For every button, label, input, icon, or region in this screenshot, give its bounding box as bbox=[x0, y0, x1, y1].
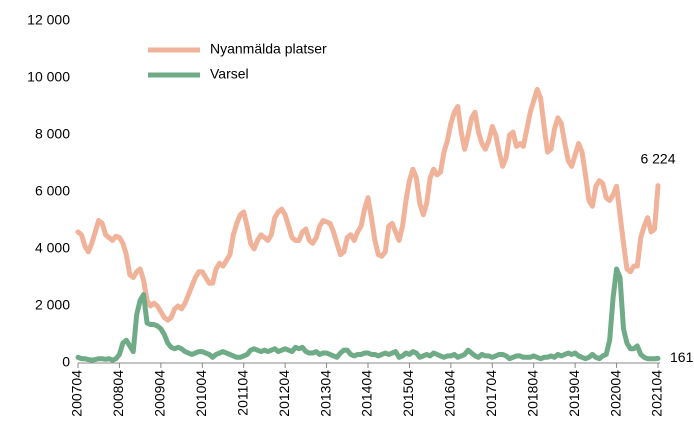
x-tick-label: 201804 bbox=[524, 370, 540, 417]
x-tick-label: 201604 bbox=[442, 370, 458, 417]
x-tick-label: 201704 bbox=[483, 370, 499, 417]
y-tick-label: 12 000 bbox=[27, 12, 70, 28]
line-series bbox=[75, 86, 661, 323]
y-tick-label: 2 000 bbox=[35, 297, 70, 313]
y-tick-label: 6 000 bbox=[35, 183, 70, 199]
x-tick-label: 201004 bbox=[193, 370, 209, 417]
x-tick-label: 200804 bbox=[110, 370, 126, 417]
x-tick-label: 201204 bbox=[276, 370, 292, 417]
y-tick-label: 0 bbox=[62, 354, 70, 370]
legend-label: Nyanmälda platser bbox=[210, 41, 327, 57]
data-label: 161 bbox=[670, 349, 694, 365]
data-label: 6 224 bbox=[640, 150, 675, 166]
x-tick-label: 201104 bbox=[234, 370, 250, 416]
legend-label: Varsel bbox=[210, 66, 249, 82]
x-tick-label: 202104 bbox=[649, 370, 665, 417]
x-tick-label: 200904 bbox=[152, 370, 168, 417]
line-series bbox=[75, 266, 661, 363]
y-tick-label: 4 000 bbox=[35, 240, 70, 256]
x-tick-label: 200704 bbox=[69, 370, 85, 417]
y-tick-label: 8 000 bbox=[35, 126, 70, 142]
y-tick-label: 10 000 bbox=[27, 69, 70, 85]
x-tick-label: 201504 bbox=[400, 370, 416, 417]
x-tick-label: 201304 bbox=[317, 370, 333, 417]
x-tick-label: 201904 bbox=[566, 370, 582, 417]
x-tick-label: 201404 bbox=[359, 370, 375, 417]
x-tick-label: 202004 bbox=[607, 370, 623, 417]
